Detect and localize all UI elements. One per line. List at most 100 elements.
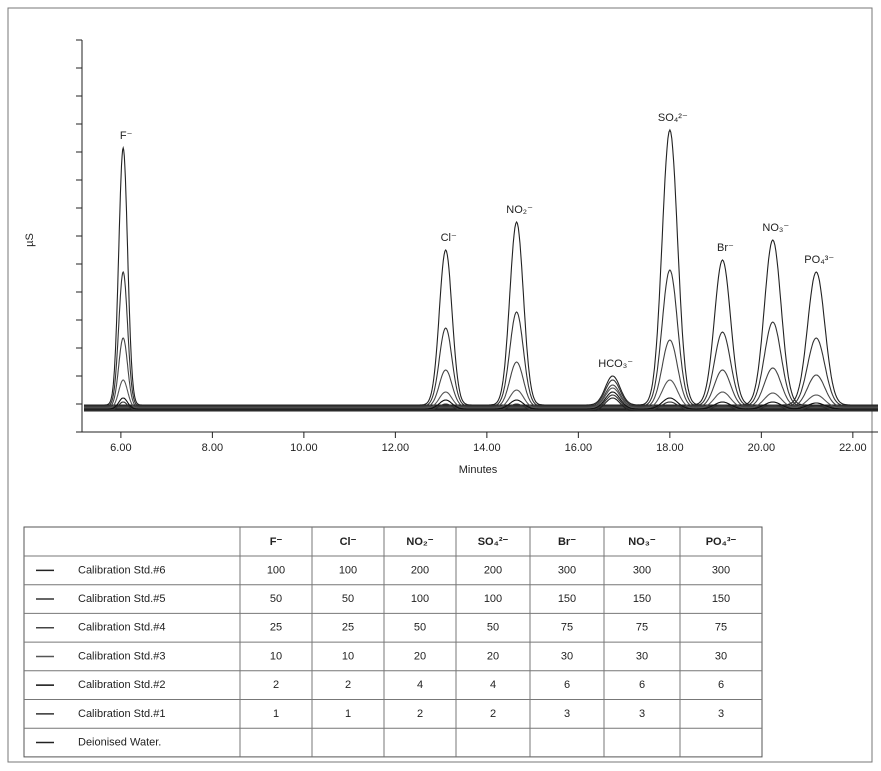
peak-label: PO₄³⁻ (804, 254, 834, 266)
table-cell: 2 (417, 708, 423, 720)
peak (482, 361, 551, 408)
peak-label: HCO₃⁻ (598, 358, 633, 370)
x-tick-label: 20.00 (748, 442, 776, 454)
x-tick-label: 14.00 (473, 442, 501, 454)
table-cell: 30 (636, 650, 648, 662)
table-cell: 100 (339, 564, 357, 576)
table-cell: 100 (411, 593, 429, 605)
table-cell: 100 (267, 564, 285, 576)
table-cell: 6 (564, 679, 570, 691)
table-cell: 30 (561, 650, 573, 662)
peak (631, 339, 709, 408)
peak (101, 401, 146, 411)
table-header: SO₄²⁻ (478, 536, 509, 548)
peak (414, 403, 478, 411)
peak (682, 331, 763, 407)
table-cell: 4 (417, 679, 423, 691)
x-tick-label: 16.00 (565, 442, 593, 454)
table-cell: 50 (487, 622, 499, 634)
peak (731, 367, 815, 408)
peak (482, 389, 551, 409)
peak (482, 403, 551, 411)
peak (631, 269, 709, 407)
table-cell: 75 (561, 622, 573, 634)
table-header: NO₃⁻ (628, 536, 656, 548)
x-tick-label: 10.00 (290, 442, 318, 454)
peak (101, 379, 146, 409)
peak (631, 128, 709, 406)
table-cell: 6 (718, 679, 724, 691)
table-cell: 10 (270, 650, 282, 662)
table-cell: 4 (490, 679, 496, 691)
x-axis-label: Minutes (459, 464, 498, 476)
frame (7, 7, 873, 763)
legend-label: Calibration Std.#2 (78, 679, 165, 691)
table-cell: 75 (636, 622, 648, 634)
table-cell: 25 (342, 622, 354, 634)
table-header: Br⁻ (558, 536, 576, 548)
peak (101, 397, 146, 410)
table-cell: 3 (639, 708, 645, 720)
legend-label: Calibration Std.#5 (78, 593, 165, 605)
legend-label: Calibration Std.#4 (78, 622, 165, 634)
table-cell: 3 (564, 708, 570, 720)
y-axis-label: µS (24, 233, 36, 247)
table-cell: 1 (345, 708, 351, 720)
table-cell: 1 (273, 708, 279, 720)
peak (101, 145, 146, 406)
peak (414, 327, 478, 407)
table-cell: 30 (715, 650, 727, 662)
table-cell: 300 (712, 564, 730, 576)
legend-label: Calibration Std.#1 (78, 708, 165, 720)
peak (773, 405, 860, 411)
table-header: Cl⁻ (340, 536, 357, 548)
table-cell: 200 (411, 564, 429, 576)
peak-label: Cl⁻ (441, 232, 457, 244)
peak (101, 270, 146, 407)
table-cell: 20 (414, 650, 426, 662)
table-cell: 150 (712, 593, 730, 605)
peak (101, 337, 146, 408)
peak-label: Br⁻ (717, 242, 734, 254)
peak (414, 399, 478, 410)
table-cell: 75 (715, 622, 727, 634)
peak (773, 337, 860, 407)
x-tick-label: 8.00 (202, 442, 223, 454)
peak (482, 399, 551, 410)
table-cell: 25 (270, 622, 282, 634)
table-cell: 200 (484, 564, 502, 576)
peak-label: F⁻ (120, 130, 133, 142)
table-cell: 50 (270, 593, 282, 605)
peak-label: NO₃⁻ (762, 222, 789, 234)
x-tick-label: 6.00 (110, 442, 131, 454)
table-cell: 2 (490, 708, 496, 720)
table-cell: 50 (342, 593, 354, 605)
table-cell: 3 (718, 708, 724, 720)
table-cell: 2 (273, 679, 279, 691)
x-tick-label: 18.00 (656, 442, 684, 454)
table-header: F⁻ (270, 536, 283, 548)
table-cell: 20 (487, 650, 499, 662)
x-tick-label: 12.00 (382, 442, 410, 454)
table-cell: 150 (558, 593, 576, 605)
peak-label: NO₂⁻ (506, 204, 533, 216)
table-cell: 100 (484, 593, 502, 605)
table-cell: 300 (558, 564, 576, 576)
table-cell: 50 (414, 622, 426, 634)
peak (482, 311, 551, 407)
table-cell: 6 (639, 679, 645, 691)
peak (414, 391, 478, 409)
peak (414, 249, 478, 406)
legend-label: Deionised Water. (78, 736, 161, 748)
table-cell: 2 (345, 679, 351, 691)
table-cell: 150 (633, 593, 651, 605)
x-tick-label: 22.00 (839, 442, 867, 454)
peak (731, 404, 815, 411)
legend-label: Calibration Std.#3 (78, 650, 165, 662)
table-cell: 10 (342, 650, 354, 662)
peak (773, 374, 860, 408)
peak (482, 220, 551, 406)
table-cell: 300 (633, 564, 651, 576)
peak (414, 369, 478, 408)
